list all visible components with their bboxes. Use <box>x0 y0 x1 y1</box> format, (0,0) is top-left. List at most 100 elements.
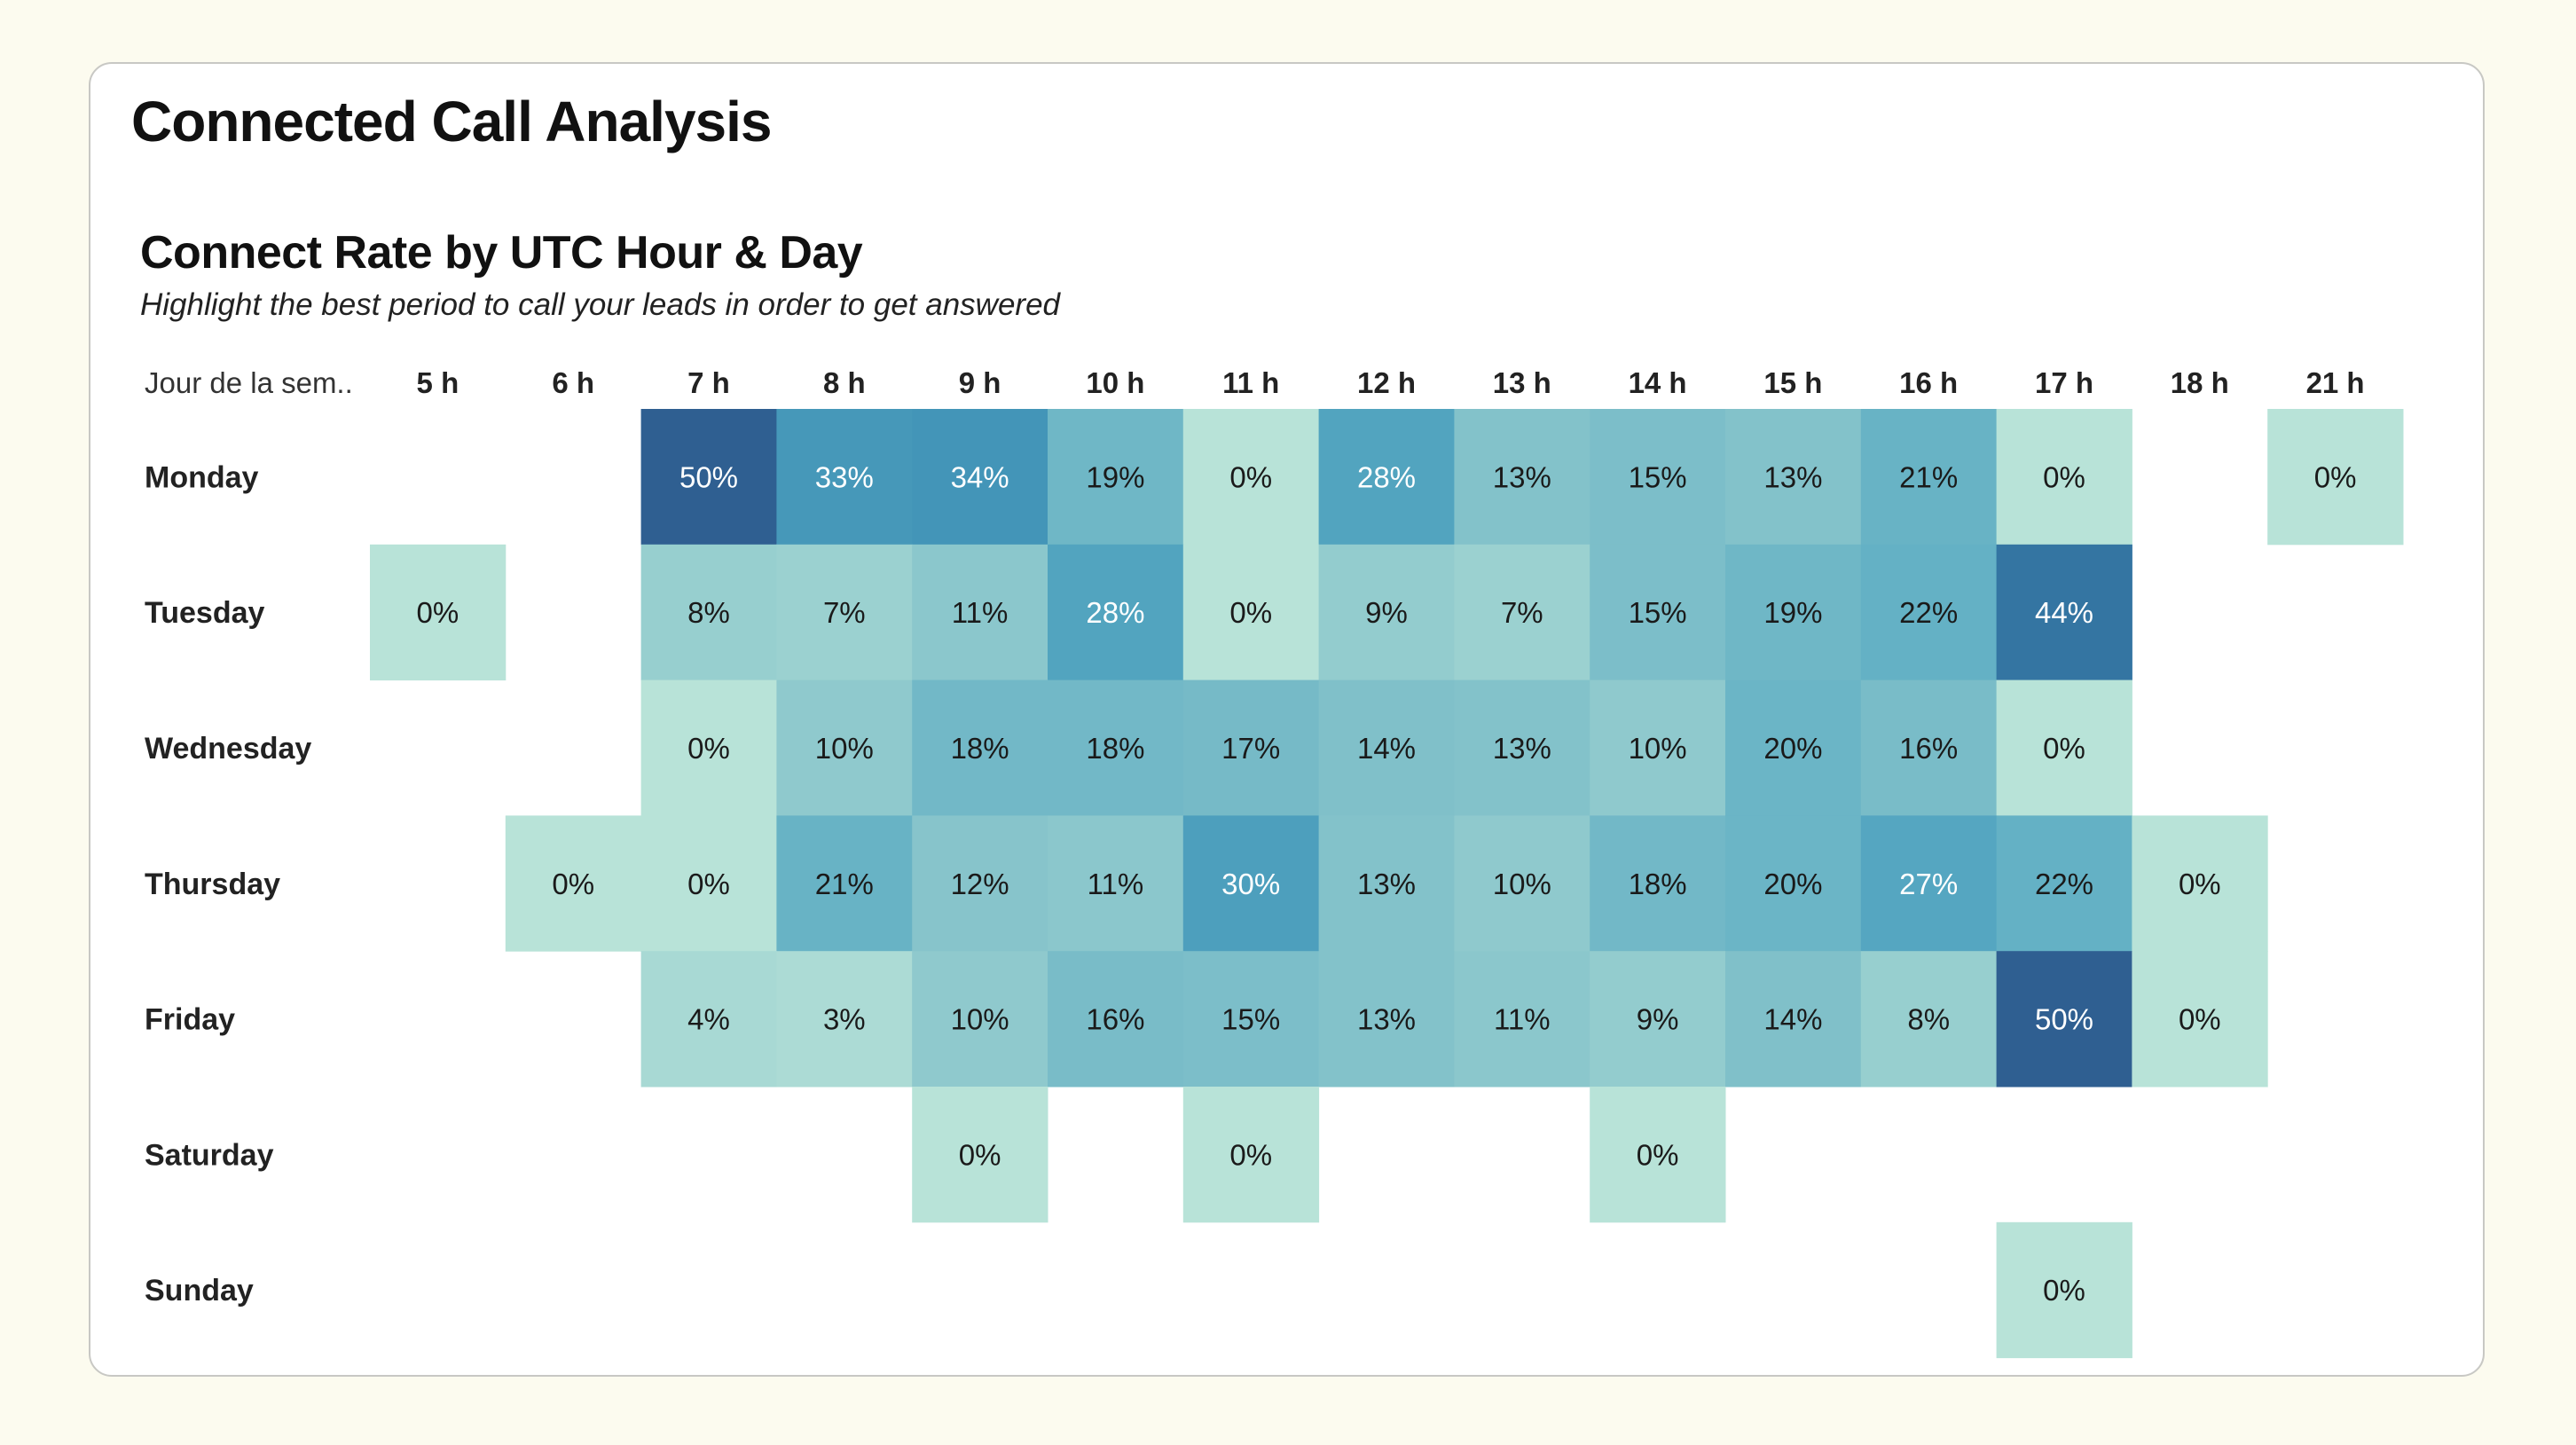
heatmap-cell <box>776 409 913 546</box>
chart-subtitle: Highlight the best period to call your l… <box>140 287 1060 322</box>
cell-value-label: 21% <box>1899 460 1958 493</box>
cell-value-label: 0% <box>2043 732 2085 765</box>
cell-value-label: 12% <box>951 868 1009 900</box>
heatmap-cell <box>912 1087 1048 1223</box>
cell-value-label: 0% <box>1229 1138 1272 1171</box>
hour-label: 12 h <box>1357 366 1416 399</box>
heatmap-cell <box>1996 544 2132 681</box>
heatmap-cell <box>1725 409 1862 546</box>
heatmap-cell <box>1996 1221 2132 1359</box>
heatmap-cell <box>370 544 507 681</box>
chart-title: Connect Rate by UTC Hour & Day <box>140 227 863 279</box>
cell-value-label: 44% <box>2035 596 2093 629</box>
cell-value-label: 0% <box>2179 1003 2221 1036</box>
cell-value-label: 0% <box>687 868 730 900</box>
cell-value-label: 18% <box>1086 732 1144 765</box>
cell-value-label: 10% <box>1629 732 1687 765</box>
heatmap-cell <box>1048 544 1184 681</box>
heatmap-cell <box>1048 409 1184 546</box>
heatmap-cell <box>1182 951 1320 1088</box>
heatmap-cell <box>640 544 777 681</box>
heatmap-cell <box>2132 815 2268 952</box>
cell-value-label: 13% <box>1493 460 1551 493</box>
cell-value-label: 11% <box>1494 1003 1551 1036</box>
day-label: Friday <box>145 1003 235 1037</box>
page-title: Connected Call Analysis <box>131 90 772 153</box>
heatmap-cell <box>912 815 1048 952</box>
heatmap-cell <box>1318 815 1455 952</box>
cell-value-label: 16% <box>1086 1003 1144 1036</box>
cell-value-label: 50% <box>679 460 738 493</box>
heatmap-cell <box>1182 544 1320 681</box>
cell-value-label: 0% <box>1229 460 1272 493</box>
heatmap-cell <box>505 815 642 952</box>
cell-value-label: 0% <box>2043 460 2085 493</box>
day-label: Thursday <box>145 868 280 901</box>
heatmap-cell <box>1590 544 1726 681</box>
cell-value-label: 13% <box>1763 460 1822 493</box>
heatmap-cell <box>776 815 913 952</box>
hour-label: 13 h <box>1493 366 1551 399</box>
hour-label: 16 h <box>1899 366 1958 399</box>
day-label: Wednesday <box>145 732 311 766</box>
heatmap-cell <box>1996 679 2132 816</box>
heatmap-cell <box>1725 679 1862 816</box>
hour-label: 9 h <box>959 366 1001 399</box>
heatmap-cell <box>1318 409 1455 546</box>
hour-label: 15 h <box>1763 366 1822 399</box>
cell-value-label: 10% <box>1493 868 1551 900</box>
cell-value-label: 30% <box>1221 868 1280 900</box>
heatmap-cell <box>1860 679 1998 816</box>
hour-label: 14 h <box>1629 366 1687 399</box>
heatmap-cell <box>1590 679 1726 816</box>
heatmap-cell <box>1860 544 1998 681</box>
cell-value-label: 10% <box>815 732 874 765</box>
cell-value-label: 0% <box>687 732 730 765</box>
heatmap-cell <box>1590 951 1726 1088</box>
hour-label: 21 h <box>2306 366 2365 399</box>
heatmap-cell <box>640 679 777 816</box>
cell-value-label: 8% <box>1907 1003 1950 1036</box>
heatmap-cell <box>2267 409 2404 546</box>
heatmap-cell <box>1318 679 1455 816</box>
hour-label: 10 h <box>1086 366 1144 399</box>
cell-value-label: 18% <box>1629 868 1687 900</box>
cell-value-label: 13% <box>1357 1003 1416 1036</box>
heatmap-cell <box>1860 815 1998 952</box>
heatmap-cell <box>1182 1087 1320 1223</box>
heatmap-cell <box>912 409 1048 546</box>
cell-value-label: 4% <box>687 1003 730 1036</box>
heatmap-cell <box>1590 815 1726 952</box>
cell-value-label: 21% <box>815 868 874 900</box>
heatmap-cell <box>1725 815 1862 952</box>
heatmap-cell <box>1996 951 2132 1088</box>
cell-value-label: 14% <box>1763 1003 1822 1036</box>
cell-value-label: 7% <box>1501 596 1543 629</box>
heatmap-cell <box>1590 1087 1726 1223</box>
cell-value-label: 28% <box>1357 460 1416 493</box>
heatmap-cell <box>1996 815 2132 952</box>
heatmap-cell <box>1454 544 1590 681</box>
heatmap-cell <box>1454 409 1590 546</box>
cell-value-label: 20% <box>1763 732 1822 765</box>
heatmap-cell <box>1182 815 1320 952</box>
cell-value-label: 22% <box>2035 868 2093 900</box>
cell-value-label: 34% <box>951 460 1009 493</box>
cell-value-label: 15% <box>1221 1003 1280 1036</box>
heatmap-cell <box>1048 679 1184 816</box>
heatmap-cell <box>912 544 1048 681</box>
heatmap-cell <box>1182 409 1320 546</box>
hour-label: 5 h <box>417 366 459 399</box>
cell-value-label: 15% <box>1629 596 1687 629</box>
row-header-label: Jour de la sem.. <box>145 366 353 399</box>
heatmap-cell <box>1182 679 1320 816</box>
day-label: Saturday <box>145 1138 274 1172</box>
cell-value-label: 7% <box>823 596 866 629</box>
cell-value-label: 33% <box>815 460 874 493</box>
heatmap-cell <box>1725 951 1862 1088</box>
heatmap-cell <box>1860 951 1998 1088</box>
cell-value-label: 13% <box>1357 868 1416 900</box>
day-label: Monday <box>145 460 259 494</box>
cell-value-label: 0% <box>1229 596 1272 629</box>
